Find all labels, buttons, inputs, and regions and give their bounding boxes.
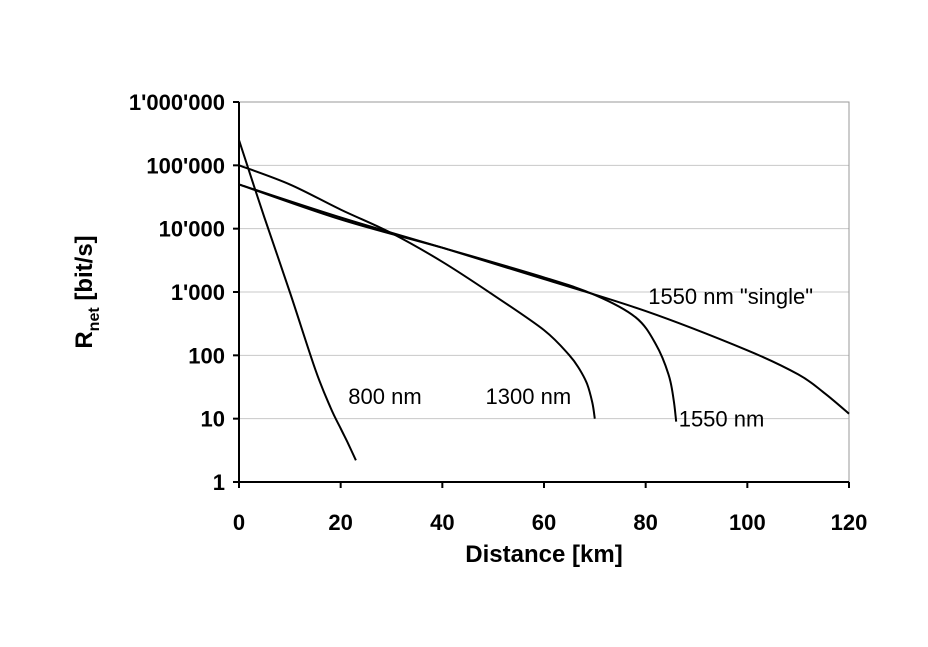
series-label-1: 800 nm bbox=[348, 384, 421, 409]
x-tick-label: 100 bbox=[729, 510, 766, 535]
y-axis-title-unit: [bit/s] bbox=[71, 235, 98, 307]
x-axis-title: Distance [km] bbox=[465, 541, 622, 568]
y-tick-label: 10'000 bbox=[159, 217, 225, 242]
y-axis-title-subscript: net bbox=[86, 307, 103, 332]
series-line-3 bbox=[238, 183, 678, 422]
x-tick-label: 40 bbox=[430, 510, 454, 535]
series-layer bbox=[238, 139, 850, 461]
x-tick-label: 120 bbox=[831, 510, 868, 535]
y-tick-label: 10 bbox=[201, 407, 225, 432]
y-tick-label: 1 bbox=[213, 470, 225, 495]
x-tick-label: 60 bbox=[532, 510, 556, 535]
series-label-2: 1300 nm bbox=[486, 384, 572, 409]
x-tick-label: 20 bbox=[328, 510, 352, 535]
x-tick-label: 80 bbox=[633, 510, 657, 535]
series-line-1 bbox=[238, 139, 357, 461]
series-line-2 bbox=[238, 164, 596, 419]
x-ticks: 0 20 40 60 80 100 120 bbox=[233, 482, 867, 535]
y-axis-title: Rnet [bit/s] bbox=[71, 235, 103, 348]
y-tick-label: 100 bbox=[188, 343, 225, 368]
y-tick-label: 1'000'000 bbox=[129, 90, 225, 115]
y-axis-title-main: R bbox=[71, 331, 98, 348]
x-tick-label: 0 bbox=[233, 510, 245, 535]
series-label-4: 1550 nm "single" bbox=[648, 284, 813, 309]
series-label-3: 1550 nm bbox=[679, 407, 765, 432]
series-line-4 bbox=[238, 183, 850, 415]
grid-lines bbox=[239, 164, 849, 420]
y-ticks: 1 10 100 1'000 10'000 100'000 1'000'000 bbox=[129, 90, 239, 495]
series-labels: 800 nm 1300 nm 1550 nm 1550 nm "single" bbox=[348, 284, 813, 432]
y-tick-label: 1'000 bbox=[171, 280, 225, 305]
y-tick-label: 100'000 bbox=[146, 153, 225, 178]
